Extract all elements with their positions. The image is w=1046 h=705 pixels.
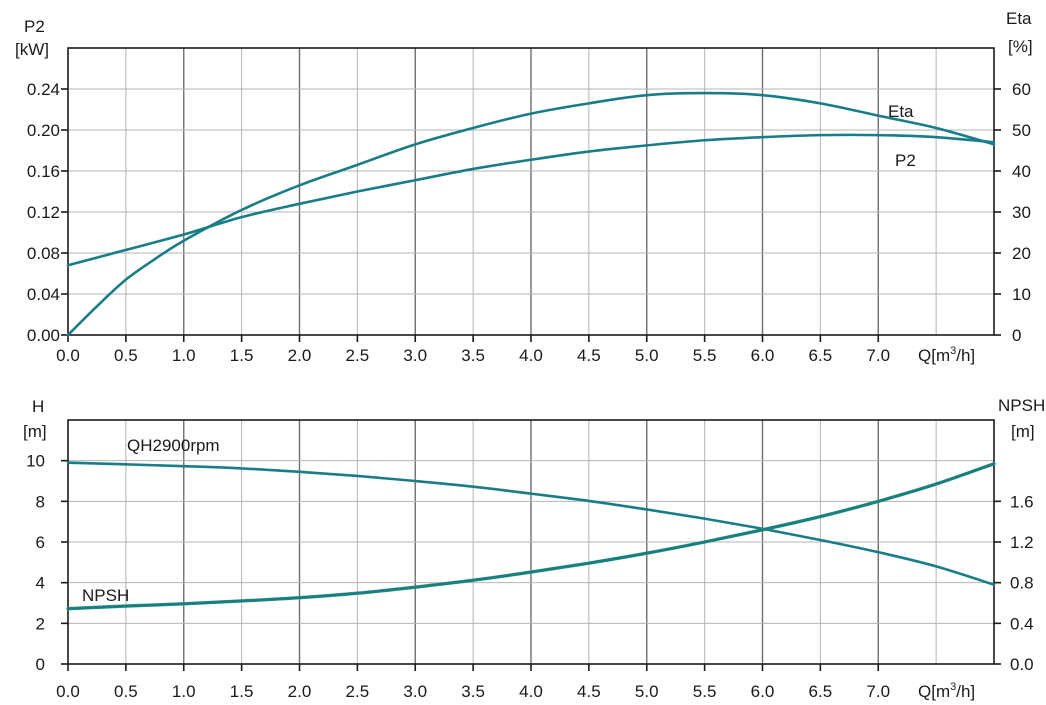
top-x-tick-label: 6.5 bbox=[809, 346, 833, 365]
top-x-tick-label: 0.0 bbox=[56, 346, 80, 365]
bottom-left-tick-label: 8 bbox=[36, 492, 45, 511]
bottom-x-tick-label: 2.5 bbox=[346, 682, 370, 701]
top-right-tick-label: 30 bbox=[1012, 203, 1031, 222]
top-left-axis-label-line1: P2 bbox=[24, 17, 45, 36]
bottom-x-axis-label: Q[m3/h] bbox=[918, 681, 975, 701]
bottom-x-tick-labels: 0.0 0.5 1.0 1.5 2.0 2.5 3.0 3.5 4.0 4.5 5.0 5.5 6.0 6… bbox=[56, 682, 890, 701]
top-x-tick-label: 3.5 bbox=[461, 346, 485, 365]
top-x-tick-label: 3.0 bbox=[403, 346, 427, 365]
top-right-tick-label: 0 bbox=[1012, 326, 1021, 345]
bottom-left-axis-label-line2: [m] bbox=[23, 422, 47, 441]
head-npsh-panel: 0.0 0.5 1.0 1.5 2.0 2.5 3.0 3.5 4.0 4.5 5.0 5.5 6.0 6… bbox=[23, 396, 1045, 701]
top-x-tick-label: 1.5 bbox=[230, 346, 254, 365]
power-efficiency-panel: 0.0 0.5 1.0 1.5 2.0 2.5 3.0 3.5 4.0 4.5 5.0 5.5 6.0 6… bbox=[15, 9, 1033, 365]
top-right-tick-label: 40 bbox=[1012, 162, 1031, 181]
eta-curve-label: Eta bbox=[888, 102, 914, 121]
top-x-tick-label: 2.5 bbox=[346, 346, 370, 365]
top-right-tick-labels: 0 10 20 30 40 50 60 bbox=[1012, 80, 1031, 345]
top-x-tick-label: 5.5 bbox=[693, 346, 717, 365]
bottom-left-axis-label-line1: H bbox=[32, 397, 44, 416]
top-left-tick-label: 0.08 bbox=[27, 244, 60, 263]
bottom-left-tick-labels: 0 2 4 6 8 10 bbox=[26, 452, 45, 674]
npsh-curve-label: NPSH bbox=[82, 586, 129, 605]
bottom-right-tick-labels: 0.0 0.4 0.8 1.2 1.6 bbox=[1010, 492, 1034, 674]
bottom-right-tick-label: 1.2 bbox=[1010, 533, 1034, 552]
top-right-tick-label: 60 bbox=[1012, 80, 1031, 99]
qh-curve-label: QH2900rpm bbox=[127, 436, 220, 455]
npsh-curve bbox=[66, 462, 996, 610]
top-right-axis-label-line2: [%] bbox=[1008, 37, 1033, 56]
top-grid bbox=[68, 48, 994, 335]
bottom-left-tick-label: 10 bbox=[26, 452, 45, 471]
bottom-x-tick-label: 6.5 bbox=[809, 682, 833, 701]
top-tick-marks bbox=[61, 88, 1001, 342]
top-x-tick-label: 6.0 bbox=[751, 346, 775, 365]
top-left-tick-labels: 0.00 0.04 0.08 0.12 0.16 0.20 0.24 bbox=[27, 80, 60, 345]
bottom-x-tick-label: 7.0 bbox=[866, 682, 890, 701]
p2-curve bbox=[66, 133, 996, 267]
top-right-tick-label: 50 bbox=[1012, 121, 1031, 140]
top-curves bbox=[66, 91, 996, 337]
top-left-axis-label-line2: [kW] bbox=[15, 40, 49, 59]
bottom-x-tick-label: 2.0 bbox=[288, 682, 312, 701]
top-right-tick-label: 20 bbox=[1012, 244, 1031, 263]
bottom-right-axis-label-line1: NPSH bbox=[998, 396, 1045, 415]
bottom-right-tick-label: 1.6 bbox=[1010, 492, 1034, 511]
bottom-x-tick-label: 0.0 bbox=[56, 682, 80, 701]
bottom-x-tick-label: 5.0 bbox=[635, 682, 659, 701]
top-x-tick-label: 2.0 bbox=[288, 346, 312, 365]
bottom-left-tick-label: 2 bbox=[36, 614, 45, 633]
bottom-x-tick-label: 3.0 bbox=[403, 682, 427, 701]
bottom-x-tick-label: 1.0 bbox=[172, 682, 196, 701]
bottom-left-tick-label: 6 bbox=[36, 533, 45, 552]
bottom-x-tick-label: 6.0 bbox=[751, 682, 775, 701]
eta-curve bbox=[66, 91, 996, 337]
top-left-tick-label: 0.12 bbox=[27, 203, 60, 222]
bottom-x-tick-label: 1.5 bbox=[230, 682, 254, 701]
bottom-right-axis-label-line2: [m] bbox=[1011, 422, 1035, 441]
top-x-tick-labels: 0.0 0.5 1.0 1.5 2.0 2.5 3.0 3.5 4.0 4.5 5.0 5.5 6.0 6… bbox=[56, 346, 890, 365]
bottom-x-tick-label: 5.5 bbox=[693, 682, 717, 701]
bottom-x-tick-label: 3.5 bbox=[461, 682, 485, 701]
top-x-tick-label: 4.5 bbox=[577, 346, 601, 365]
bottom-tick-marks bbox=[61, 459, 1001, 671]
top-left-tick-label: 0.20 bbox=[27, 121, 60, 140]
bottom-left-tick-label: 4 bbox=[36, 574, 45, 593]
top-left-tick-label: 0.04 bbox=[27, 285, 60, 304]
top-left-tick-label: 0.16 bbox=[27, 162, 60, 181]
bottom-x-tick-label: 4.0 bbox=[519, 682, 543, 701]
bottom-grid bbox=[68, 420, 994, 664]
top-x-tick-label: 5.0 bbox=[635, 346, 659, 365]
top-left-tick-label: 0.00 bbox=[27, 326, 60, 345]
bottom-right-tick-label: 0.0 bbox=[1010, 655, 1034, 674]
bottom-x-tick-label: 4.5 bbox=[577, 682, 601, 701]
top-x-tick-label: 0.5 bbox=[114, 346, 138, 365]
top-right-axis-label-line1: Eta bbox=[1006, 9, 1032, 28]
p2-curve-label: P2 bbox=[895, 151, 916, 170]
bottom-curves bbox=[66, 461, 996, 611]
bottom-x-tick-label: 0.5 bbox=[114, 682, 138, 701]
top-x-tick-label: 4.0 bbox=[519, 346, 543, 365]
top-x-tick-label: 1.0 bbox=[172, 346, 196, 365]
bottom-right-tick-label: 0.4 bbox=[1010, 614, 1034, 633]
top-right-tick-label: 10 bbox=[1012, 285, 1031, 304]
top-left-tick-label: 0.24 bbox=[27, 80, 60, 99]
bottom-left-tick-label: 0 bbox=[36, 655, 45, 674]
top-x-tick-label: 7.0 bbox=[866, 346, 890, 365]
top-x-axis-label: Q[m3/h] bbox=[918, 345, 975, 365]
qh2900rpm-curve bbox=[66, 461, 996, 586]
bottom-right-tick-label: 0.8 bbox=[1010, 574, 1034, 593]
